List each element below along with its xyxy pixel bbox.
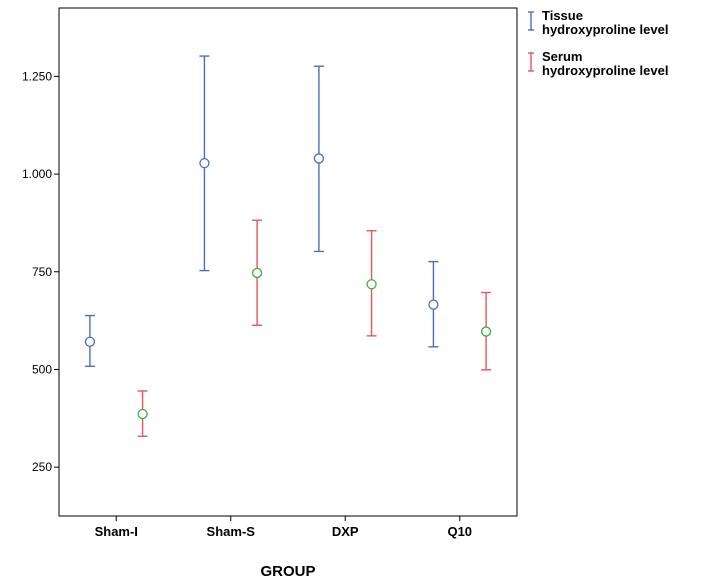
error-bar-group <box>251 219 263 327</box>
legend-label: hydroxyproline level <box>542 22 668 37</box>
error-bar-group <box>137 390 148 437</box>
x-tick-label: DXP <box>332 524 359 539</box>
mean-marker <box>137 408 148 420</box>
plot-area-frame <box>58 7 518 517</box>
mean-marker <box>366 279 377 290</box>
error-bar-group <box>480 291 492 371</box>
mean-marker <box>428 299 439 310</box>
error-bar-group <box>428 260 439 348</box>
x-axis-title: GROUP <box>260 563 315 580</box>
mean-marker <box>84 336 96 347</box>
y-axis: 250 500 750 1.000 1.250 <box>22 69 59 474</box>
legend-label: hydroxyproline level <box>542 63 668 78</box>
legend-label: Serum <box>542 49 582 64</box>
x-tick-label: Sham-S <box>207 524 256 539</box>
y-tick-label: 750 <box>32 265 52 279</box>
error-bar-group <box>199 55 210 272</box>
x-tick-label: Q10 <box>447 524 472 539</box>
y-tick-label: 1.250 <box>22 69 52 83</box>
mean-marker <box>480 326 492 337</box>
error-bar-group <box>84 314 96 368</box>
error-bar-group <box>366 230 377 337</box>
error-bars <box>84 55 492 437</box>
mean-marker <box>199 157 210 169</box>
error-bar-group <box>313 65 325 253</box>
y-tick-label: 250 <box>32 460 52 474</box>
x-axis: Sham-I Sham-S DXP Q10 <box>95 516 472 539</box>
y-tick-label: 500 <box>32 362 52 376</box>
x-tick-label: Sham-I <box>95 524 138 539</box>
mean-marker <box>251 267 263 279</box>
legend-label: Tissue <box>542 8 583 23</box>
mean-marker <box>313 153 325 164</box>
y-tick-label: 1.000 <box>22 167 52 181</box>
